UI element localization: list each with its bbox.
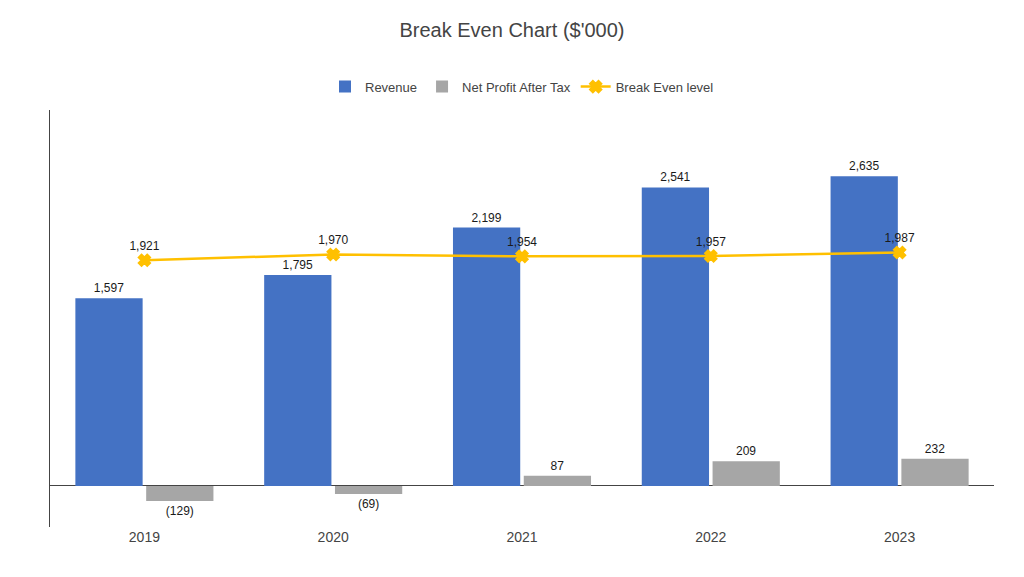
svg-text:2,541: 2,541 — [660, 170, 690, 184]
svg-text:1,597: 1,597 — [94, 281, 124, 295]
svg-text:1,795: 1,795 — [283, 258, 313, 272]
svg-text:Break Even level: Break Even level — [616, 80, 714, 95]
svg-text:Break Even Chart ($'000): Break Even Chart ($'000) — [399, 19, 624, 41]
svg-text:2021: 2021 — [506, 529, 537, 545]
svg-text:209: 209 — [736, 444, 756, 458]
svg-text:2,635: 2,635 — [849, 159, 879, 173]
svg-text:(129): (129) — [166, 504, 194, 518]
svg-text:232: 232 — [925, 442, 945, 456]
svg-text:1,970: 1,970 — [318, 233, 348, 247]
svg-text:1,957: 1,957 — [696, 235, 726, 249]
svg-text:2019: 2019 — [129, 529, 160, 545]
svg-text:2020: 2020 — [318, 529, 349, 545]
svg-text:2023: 2023 — [884, 529, 915, 545]
svg-text:2022: 2022 — [695, 529, 726, 545]
svg-text:1,987: 1,987 — [885, 231, 915, 245]
svg-text:1,954: 1,954 — [507, 235, 537, 249]
svg-text:(69): (69) — [358, 497, 379, 511]
svg-text:1,921: 1,921 — [129, 239, 159, 253]
svg-text:87: 87 — [551, 459, 565, 473]
svg-text:Revenue: Revenue — [365, 80, 417, 95]
svg-text:2,199: 2,199 — [471, 211, 501, 225]
svg-text:Net Profit After Tax: Net Profit After Tax — [462, 80, 571, 95]
